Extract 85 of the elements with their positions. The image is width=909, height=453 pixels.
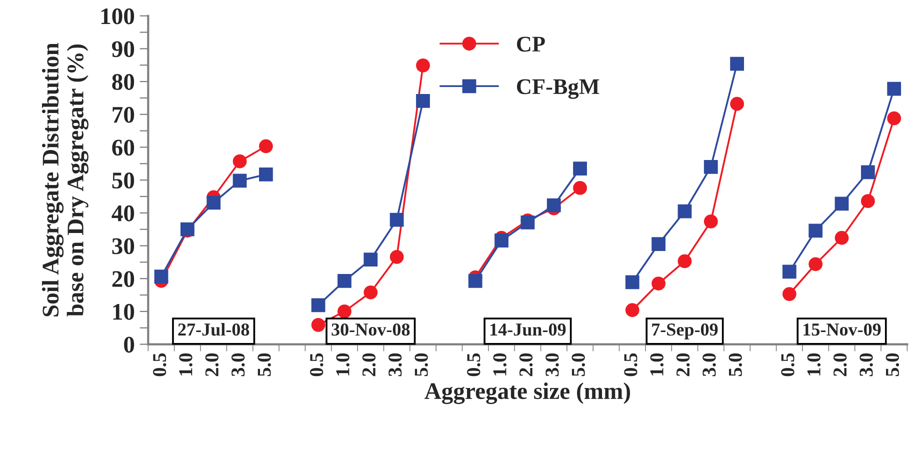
x-tick-label: 0.5 [467,353,480,376]
point [887,82,902,96]
point [730,56,744,71]
point [390,250,404,264]
point [782,264,796,279]
point [259,168,273,182]
point [364,285,378,300]
point [154,270,168,284]
point [860,194,875,208]
y-tick-label: 0 [124,336,134,353]
x-tick-label: 1.0 [336,353,350,376]
annotation: 30-Nov-08 [332,324,410,336]
x-tick-label: 3.0 [546,353,559,376]
x-tick-label: 3.0 [702,353,716,376]
y-tick-label: 100 [101,8,134,24]
point [652,276,666,290]
point [311,318,326,332]
legend-label: CP [516,36,545,52]
point [808,257,823,272]
point [834,196,849,211]
point [678,254,692,268]
x-tick-label: 2.0 [205,353,219,376]
point [625,303,640,318]
x-tick-label: 2.0 [362,353,376,376]
point [730,96,744,111]
point [416,94,430,108]
y-tick-label: 20 [112,271,134,288]
point [232,154,247,168]
y-axis-title: Soil Aggregate Distribution base on Dry Aggregatr (%) [42,42,88,316]
x-tick-label: 1.0 [179,353,192,376]
point [887,111,902,126]
point [573,162,587,176]
legend-label: CF-BgM [516,79,600,99]
x-tick-label: 0.5 [310,353,324,376]
x-tick-label: 2.0 [833,353,847,376]
x-tick-label: 2.0 [676,353,690,376]
y-tick-label: 40 [112,205,134,222]
point [782,287,796,301]
x-tick-label: 5.0 [728,353,742,376]
x-tick-label: 5.0 [258,353,271,376]
point [232,174,247,188]
x-tick-label: 0.5 [624,353,638,376]
y-tick-label: 60 [112,140,134,156]
point [625,275,640,290]
x-tick-label: 1.0 [650,353,664,376]
point [704,214,718,228]
y-tick-label: 90 [112,41,134,58]
x-tick-label: 0.5 [781,353,794,376]
point [259,139,273,154]
x-tick-label: 5.0 [886,353,900,376]
x-tick-label: 3.0 [232,353,245,376]
point [311,298,326,312]
y-tick-label: 70 [112,106,134,123]
point [652,237,666,252]
annotation: 27-Jul-08 [178,322,250,336]
point [678,204,692,218]
point [573,181,587,195]
point [860,165,875,180]
point [808,224,823,238]
point [416,58,430,72]
point [704,160,718,174]
x-tick-label: 3.0 [860,353,873,376]
x-tick-label: 2.0 [519,353,533,376]
y-tick-label: 50 [112,172,134,188]
x-tick-label: 1.0 [493,353,506,376]
y-tick-label: 10 [113,304,134,320]
point [338,274,352,288]
x-tick-label: 5.0 [572,353,585,376]
point [546,198,561,212]
point [364,252,378,266]
point [338,304,352,318]
point [390,212,404,227]
y-tick-label: 80 [112,74,134,90]
x-tick-label: 1.0 [807,353,821,376]
annotation: 15-Nov-09 [804,324,881,336]
annotation: 14-Jun-09 [490,324,566,336]
point [468,274,482,288]
annotation: 7-Sep-09 [652,324,718,340]
y-tick-label: 30 [112,238,134,254]
x-tick-label: 5.0 [414,353,428,376]
point [206,196,221,210]
x-axis-title: Aggregate size (mm) [424,382,630,404]
x-tick-label: 3.0 [388,353,402,376]
x-tick-label: 0.5 [153,353,166,376]
point [834,230,849,245]
